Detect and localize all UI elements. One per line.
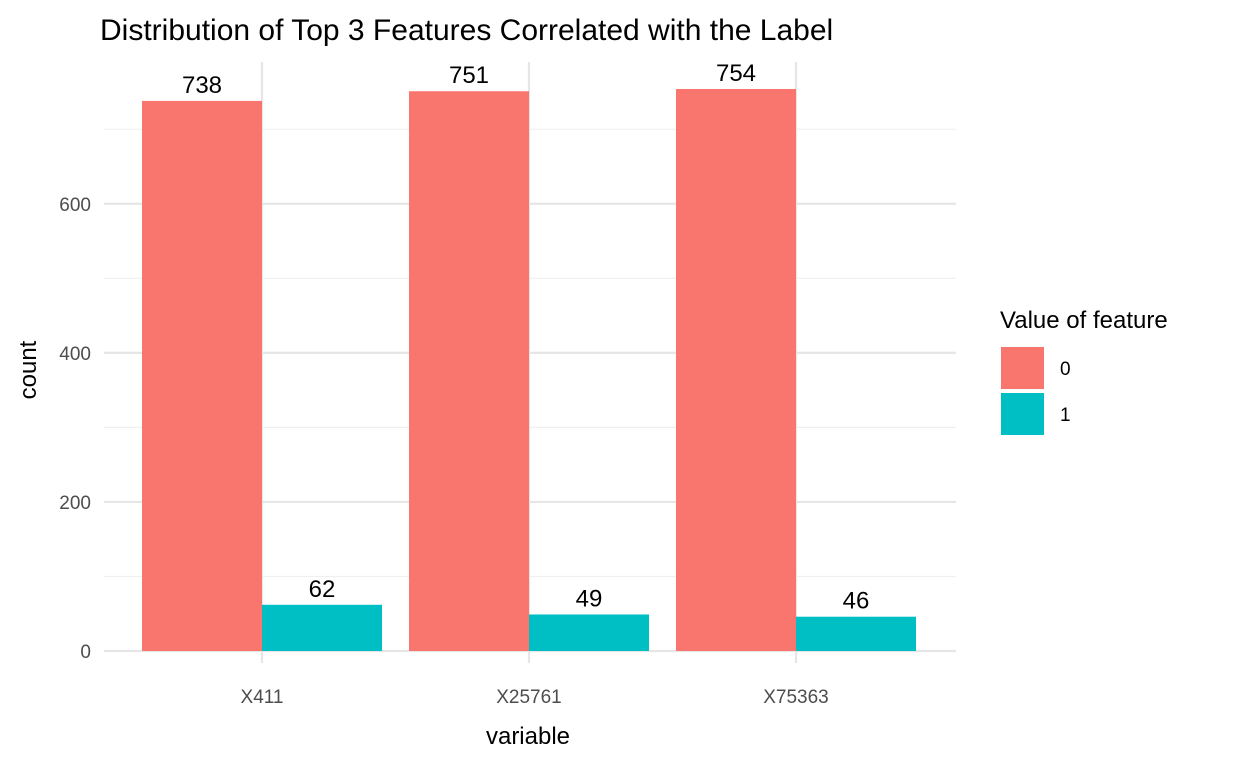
bar-series-1-X411 xyxy=(262,604,382,651)
data-label: 49 xyxy=(576,585,603,612)
y-tick-label: 600 xyxy=(59,195,91,216)
y-tick-label: 200 xyxy=(59,493,91,514)
y-tick-label: 400 xyxy=(59,344,91,365)
y-axis-title: count xyxy=(15,340,42,399)
x-tick-label: X411 xyxy=(241,687,284,708)
x-axis-title: variable xyxy=(486,723,570,750)
legend-label: 1 xyxy=(1060,405,1071,426)
x-tick-label: X25761 xyxy=(496,687,562,708)
legend-title: Value of feature xyxy=(1000,307,1168,334)
legend: Value of feature 01 xyxy=(1000,307,1168,435)
data-label: 751 xyxy=(449,62,489,89)
legend-label: 0 xyxy=(1060,359,1071,380)
bar-series-0-X411 xyxy=(142,100,262,652)
bars xyxy=(142,89,916,652)
data-label: 754 xyxy=(716,60,756,87)
data-label: 738 xyxy=(182,72,222,99)
bar-series-1-X25761 xyxy=(529,614,649,651)
data-label: 62 xyxy=(309,576,336,603)
y-tick-label: 0 xyxy=(80,642,91,663)
chart-title: Distribution of Top 3 Features Correlate… xyxy=(100,14,833,47)
legend-swatch-0 xyxy=(1001,347,1044,389)
data-label: 46 xyxy=(843,588,870,615)
data-labels: 738 751 754 62 49 46 xyxy=(182,60,869,615)
axis-ticks: 0 200 400 600 X411 X25761 X75363 xyxy=(59,195,828,708)
bar-series-0-X25761 xyxy=(409,91,529,651)
legend-items: 01 xyxy=(1001,347,1071,435)
legend-swatch-1 xyxy=(1001,393,1044,435)
x-tick-label: X75363 xyxy=(763,687,829,708)
bar-series-1-X75363 xyxy=(796,616,916,651)
bar-series-0-X75363 xyxy=(676,89,796,651)
